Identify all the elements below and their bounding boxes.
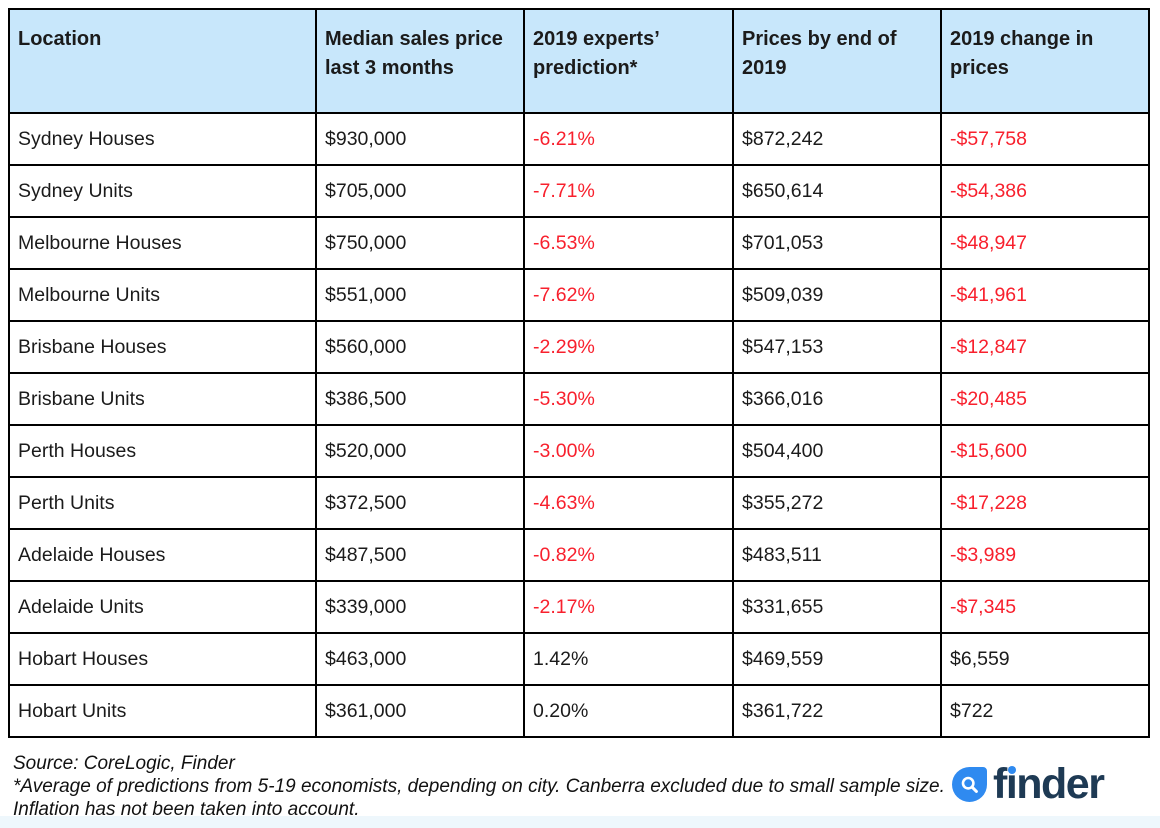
cell-value: $366,016 <box>732 372 942 426</box>
cell-location: Adelaide Units <box>8 580 317 634</box>
cell-value: -7.71% <box>523 164 734 218</box>
cell-value: $750,000 <box>315 216 525 270</box>
cell-value: -$20,485 <box>940 372 1150 426</box>
cell-value: $487,500 <box>315 528 525 582</box>
cell-value: -6.53% <box>523 216 734 270</box>
footnote-line: Source: CoreLogic, Finder <box>13 753 235 774</box>
cell-value: -$41,961 <box>940 268 1150 322</box>
column-header: Location <box>8 8 317 114</box>
cell-location: Hobart Units <box>8 684 317 738</box>
cell-value: -$3,989 <box>940 528 1150 582</box>
table-row: Sydney Units $705,000 -7.71% $650,614 -$54,3… <box>8 164 1150 218</box>
column-header: Median sales price last 3 months <box>315 8 525 114</box>
cell-value: -2.17% <box>523 580 734 634</box>
cell-value: -$7,345 <box>940 580 1150 634</box>
cell-value: $339,000 <box>315 580 525 634</box>
bottom-accent-strip <box>0 816 1160 828</box>
cell-value: $509,039 <box>732 268 942 322</box>
table-row: Brisbane Houses $560,000 -2.29% $547,153 -$1… <box>8 320 1150 374</box>
table-row: Hobart Houses $463,000 1.42% $469,559 $6,559 <box>8 632 1150 686</box>
cell-value: $520,000 <box>315 424 525 478</box>
cell-value: -6.21% <box>523 112 734 166</box>
column-header: 2019 change in prices <box>940 8 1150 114</box>
header-row: Location Median sales price last 3 months… <box>8 8 1150 114</box>
cell-value: -0.82% <box>523 528 734 582</box>
cell-value: $469,559 <box>732 632 942 686</box>
cell-value: $872,242 <box>732 112 942 166</box>
logo-wordmark: finder <box>993 763 1105 806</box>
table-row: Brisbane Units $386,500 -5.30% $366,016 -$20… <box>8 372 1150 426</box>
cell-value: -$17,228 <box>940 476 1150 530</box>
cell-value: -$12,847 <box>940 320 1150 374</box>
cell-value: $560,000 <box>315 320 525 374</box>
cell-value: -$48,947 <box>940 216 1150 270</box>
table-row: Hobart Units $361,000 0.20% $361,722 $722 <box>8 684 1150 738</box>
cell-value: -$15,600 <box>940 424 1150 478</box>
table-row: Sydney Houses $930,000 -6.21% $872,242 -$57,… <box>8 112 1150 166</box>
footnote-line: Inflation has not been taken into accoun… <box>13 799 360 820</box>
cell-value: $331,655 <box>732 580 942 634</box>
cell-location: Adelaide Houses <box>8 528 317 582</box>
cell-value: $463,000 <box>315 632 525 686</box>
cell-value: $361,000 <box>315 684 525 738</box>
finder-logo: finder <box>952 763 1105 806</box>
cell-value: 1.42% <box>523 632 734 686</box>
cell-value: $551,000 <box>315 268 525 322</box>
cell-value: -$54,386 <box>940 164 1150 218</box>
table-body: Sydney Houses $930,000 -6.21% $872,242 -$57,… <box>8 112 1150 738</box>
cell-value: -3.00% <box>523 424 734 478</box>
cell-value: $372,500 <box>315 476 525 530</box>
table-row: Adelaide Units $339,000 -2.17% $331,655 -$7,… <box>8 580 1150 634</box>
cell-location: Melbourne Houses <box>8 216 317 270</box>
cell-location: Sydney Houses <box>8 112 317 166</box>
magnifier-icon <box>960 775 980 795</box>
footer-notes: Source: CoreLogic, Finder *Average of pre… <box>13 752 945 821</box>
cell-location: Sydney Units <box>8 164 317 218</box>
cell-location: Perth Units <box>8 476 317 530</box>
table-row: Perth Houses $520,000 -3.00% $504,400 -$15,6… <box>8 424 1150 478</box>
cell-value: -7.62% <box>523 268 734 322</box>
cell-value: -$57,758 <box>940 112 1150 166</box>
table-row: Adelaide Houses $487,500 -0.82% $483,511 -$3… <box>8 528 1150 582</box>
property-prices-table: Location Median sales price last 3 months… <box>8 8 1150 738</box>
cell-location: Melbourne Units <box>8 268 317 322</box>
cell-value: $705,000 <box>315 164 525 218</box>
column-header: 2019 experts’ prediction* <box>523 8 734 114</box>
cell-value: -2.29% <box>523 320 734 374</box>
cell-value: 0.20% <box>523 684 734 738</box>
cell-value: $386,500 <box>315 372 525 426</box>
cell-value: $547,153 <box>732 320 942 374</box>
table-row: Melbourne Units $551,000 -7.62% $509,039 -$4… <box>8 268 1150 322</box>
cell-value: $722 <box>940 684 1150 738</box>
cell-value: $504,400 <box>732 424 942 478</box>
table-row: Perth Units $372,500 -4.63% $355,272 -$17,22… <box>8 476 1150 530</box>
cell-value: $701,053 <box>732 216 942 270</box>
cell-location: Brisbane Houses <box>8 320 317 374</box>
cell-value: $361,722 <box>732 684 942 738</box>
cell-value: -5.30% <box>523 372 734 426</box>
cell-value: -4.63% <box>523 476 734 530</box>
cell-location: Brisbane Units <box>8 372 317 426</box>
column-header: Prices by end of 2019 <box>732 8 942 114</box>
table-row: Melbourne Houses $750,000 -6.53% $701,053 -$… <box>8 216 1150 270</box>
cell-value: $6,559 <box>940 632 1150 686</box>
logo-badge <box>952 767 987 802</box>
footnote-line: *Average of predictions from 5-19 econom… <box>13 776 945 797</box>
cell-value: $930,000 <box>315 112 525 166</box>
table-header: Location Median sales price last 3 months… <box>8 8 1150 114</box>
cell-location: Perth Houses <box>8 424 317 478</box>
cell-value: $355,272 <box>732 476 942 530</box>
cell-value: $483,511 <box>732 528 942 582</box>
logo-i-dot <box>1008 766 1016 774</box>
cell-value: $650,614 <box>732 164 942 218</box>
cell-location: Hobart Houses <box>8 632 317 686</box>
